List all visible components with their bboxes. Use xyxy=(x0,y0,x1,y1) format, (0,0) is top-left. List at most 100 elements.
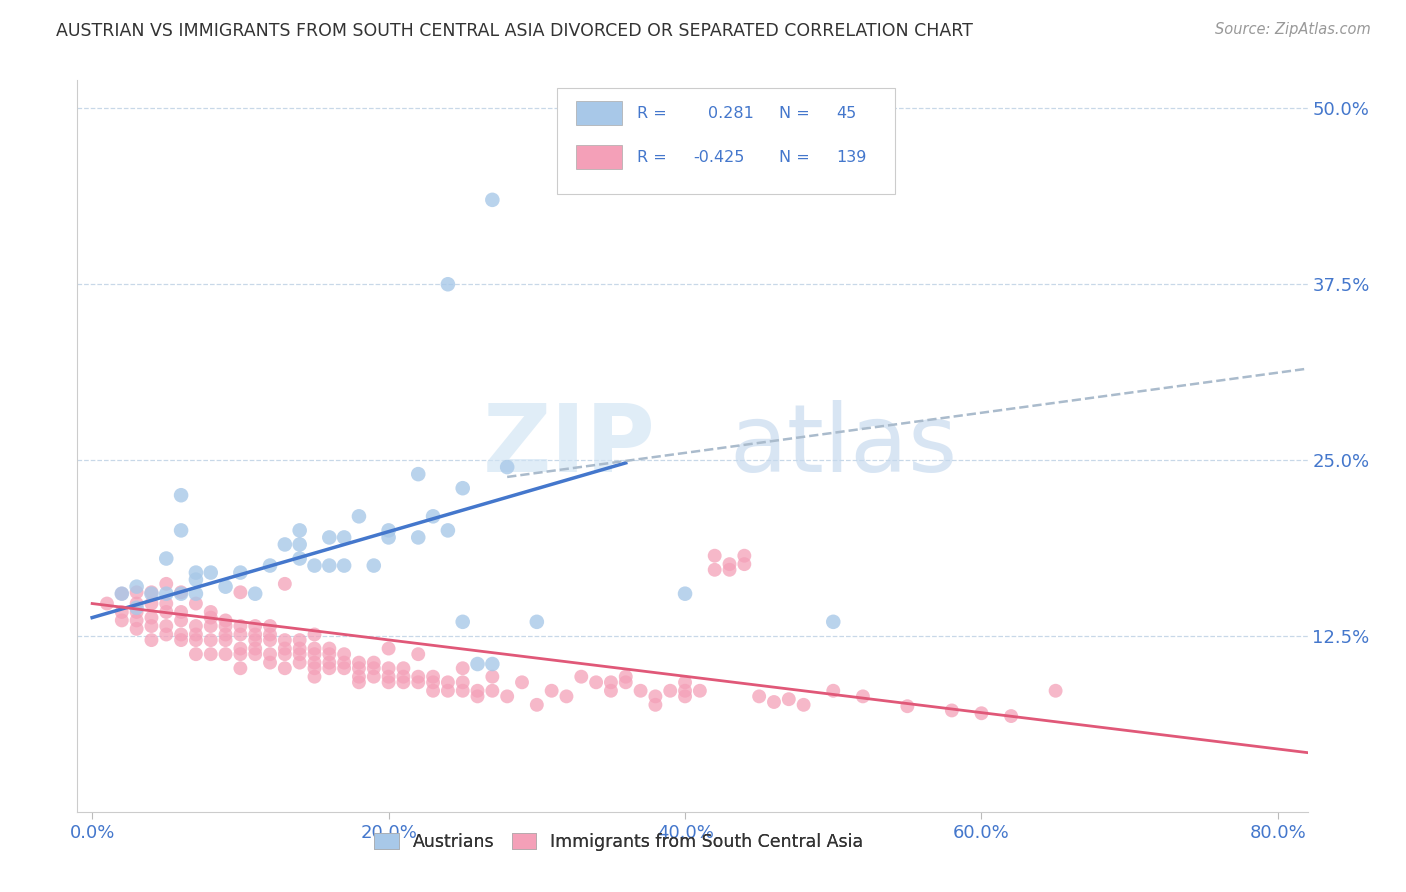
Point xyxy=(111,614,134,628)
Point xyxy=(229,647,252,661)
Point xyxy=(170,585,193,599)
Point xyxy=(363,656,385,670)
Point xyxy=(451,615,474,629)
Point xyxy=(125,580,148,594)
Point xyxy=(288,524,311,538)
Point xyxy=(941,703,963,717)
Point xyxy=(229,566,252,580)
Bar xyxy=(575,145,623,169)
Point xyxy=(200,647,222,661)
Point xyxy=(451,481,474,495)
Point xyxy=(451,683,474,698)
Point xyxy=(467,683,489,698)
Point xyxy=(245,619,267,633)
Point xyxy=(170,614,193,628)
Point xyxy=(333,558,356,573)
Point xyxy=(259,558,281,573)
Point xyxy=(245,647,267,661)
Point xyxy=(526,698,548,712)
Point xyxy=(392,670,415,684)
Point xyxy=(125,614,148,628)
Point xyxy=(141,585,163,599)
Point xyxy=(762,695,785,709)
FancyBboxPatch shape xyxy=(557,87,896,194)
Point xyxy=(318,558,340,573)
Point xyxy=(644,690,666,704)
Point xyxy=(703,563,725,577)
Point xyxy=(363,670,385,684)
Point xyxy=(259,627,281,641)
Point xyxy=(184,587,207,601)
Point xyxy=(304,558,326,573)
Point xyxy=(569,670,592,684)
Point xyxy=(170,488,193,502)
Point xyxy=(125,585,148,599)
Point xyxy=(155,605,177,619)
Point xyxy=(229,641,252,656)
Point xyxy=(155,577,177,591)
Point xyxy=(673,587,696,601)
Point xyxy=(259,619,281,633)
Point xyxy=(125,605,148,619)
Point xyxy=(214,627,236,641)
Point xyxy=(318,647,340,661)
Point xyxy=(437,277,460,292)
Point xyxy=(333,656,356,670)
Point xyxy=(184,619,207,633)
Point xyxy=(214,619,236,633)
Point xyxy=(437,675,460,690)
Point xyxy=(229,661,252,675)
Point xyxy=(689,683,711,698)
Point xyxy=(422,509,444,524)
Point xyxy=(200,605,222,619)
Point xyxy=(363,558,385,573)
Point xyxy=(155,619,177,633)
Point xyxy=(614,670,637,684)
Text: ZIP: ZIP xyxy=(482,400,655,492)
Text: 45: 45 xyxy=(837,105,856,120)
Point xyxy=(214,647,236,661)
Point xyxy=(318,530,340,544)
Point xyxy=(141,633,163,648)
Point xyxy=(377,670,399,684)
Point xyxy=(347,670,370,684)
Point xyxy=(614,675,637,690)
Point xyxy=(347,675,370,690)
Point xyxy=(184,627,207,641)
Point xyxy=(288,641,311,656)
Point xyxy=(245,633,267,648)
Point xyxy=(304,661,326,675)
Point xyxy=(673,690,696,704)
Point xyxy=(155,587,177,601)
Point xyxy=(125,597,148,611)
Text: N =: N = xyxy=(779,105,810,120)
Point xyxy=(422,670,444,684)
Point xyxy=(229,627,252,641)
Text: R =: R = xyxy=(637,105,666,120)
Point xyxy=(214,633,236,648)
Point xyxy=(200,619,222,633)
Point xyxy=(540,683,562,698)
Point xyxy=(406,647,429,661)
Point xyxy=(184,633,207,648)
Point xyxy=(111,587,134,601)
Point xyxy=(184,647,207,661)
Point xyxy=(229,619,252,633)
Point xyxy=(184,566,207,580)
Point xyxy=(496,690,519,704)
Point xyxy=(481,657,503,671)
Point xyxy=(823,615,845,629)
Point xyxy=(437,524,460,538)
Point xyxy=(347,656,370,670)
Point xyxy=(141,610,163,624)
Point xyxy=(333,530,356,544)
Point xyxy=(703,549,725,563)
Point xyxy=(392,675,415,690)
Point xyxy=(184,573,207,587)
Point xyxy=(155,597,177,611)
Point xyxy=(214,580,236,594)
Point xyxy=(526,615,548,629)
Point xyxy=(304,647,326,661)
Point xyxy=(170,587,193,601)
Point xyxy=(644,698,666,712)
